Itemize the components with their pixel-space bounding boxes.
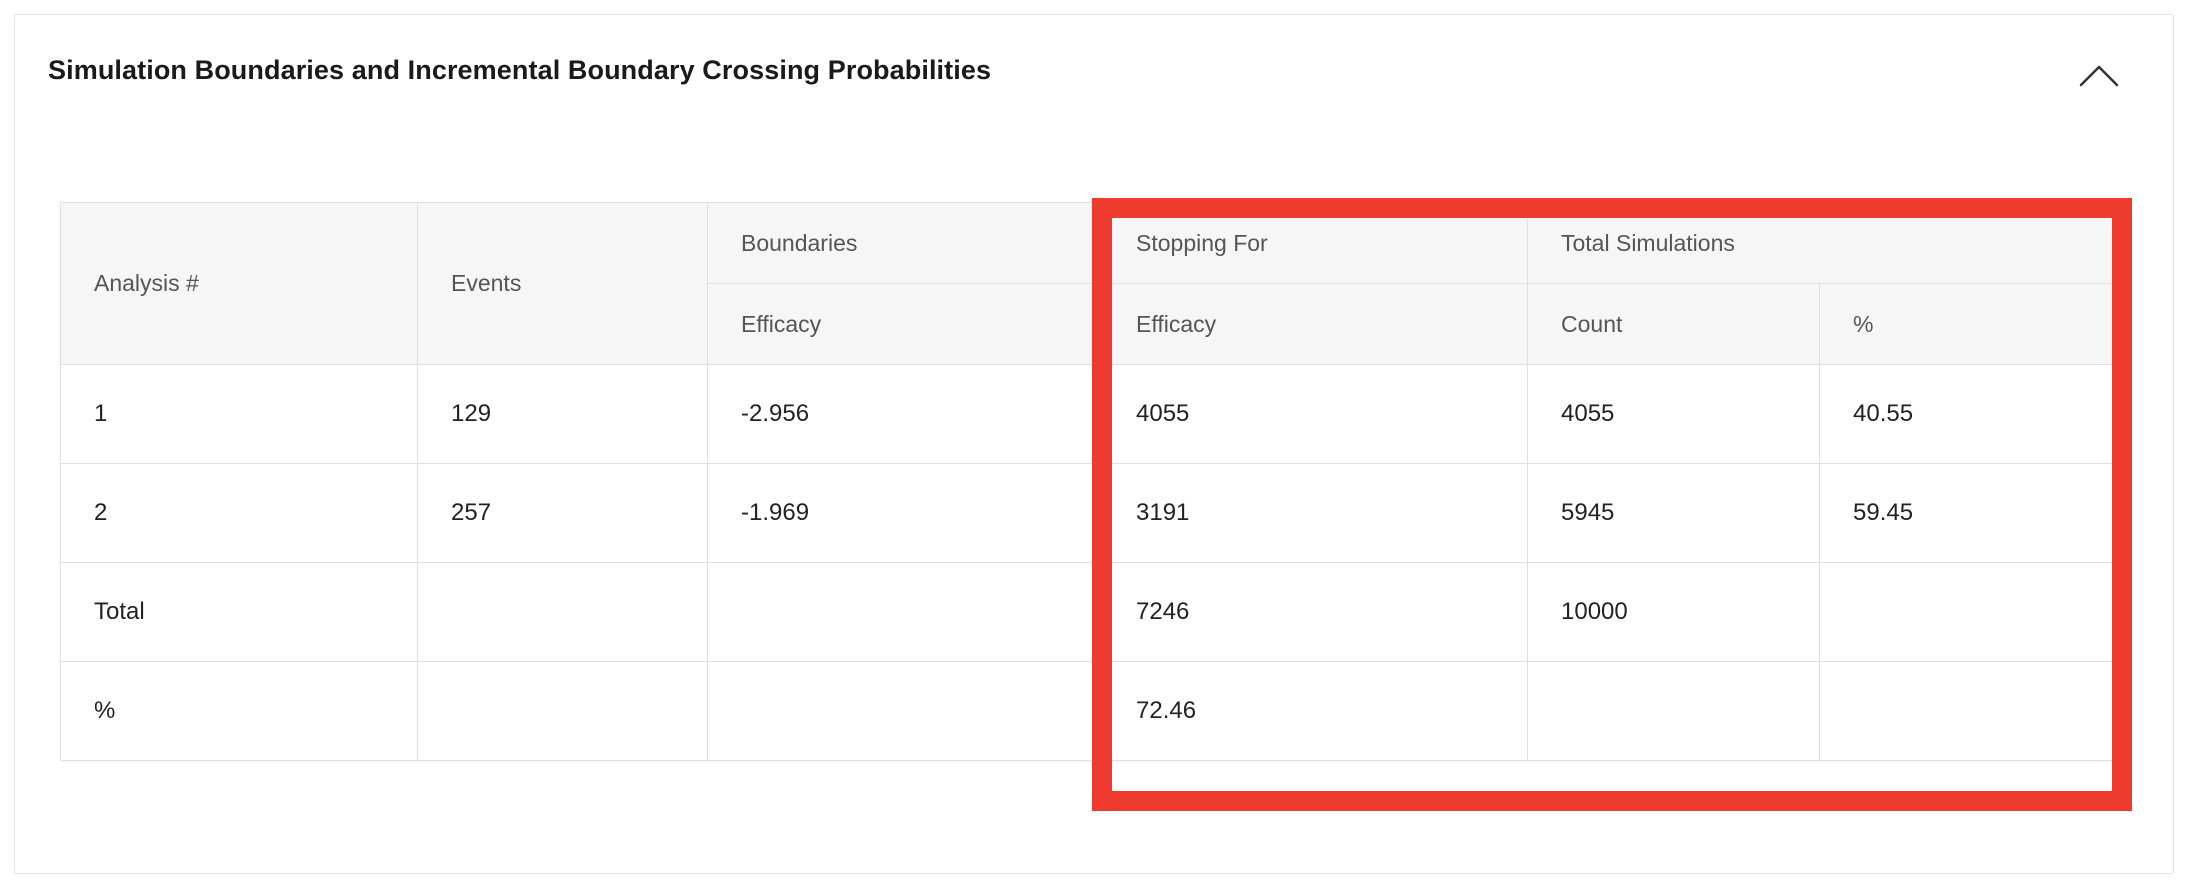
header-count: Count <box>1527 283 1820 365</box>
cell-events <box>417 562 708 662</box>
panel-title: Simulation Boundaries and Incremental Bo… <box>48 55 992 85</box>
table-row-percent: % 72.46 <box>60 661 2127 761</box>
cell-analysis: % <box>60 661 418 761</box>
simulation-table: Analysis # Events Boundaries Stopping Fo… <box>60 202 2127 761</box>
cell-boundary-efficacy: -1.969 <box>707 463 1103 563</box>
cell-count: 4055 <box>1527 364 1820 464</box>
header-total-simulations: Total Simulations <box>1526 202 2127 284</box>
cell-analysis: 1 <box>60 364 418 464</box>
header-stopping-efficacy: Efficacy <box>1102 283 1528 365</box>
cell-percent <box>1818 562 2127 662</box>
cell-events <box>417 661 708 761</box>
cell-boundary-efficacy <box>707 661 1103 761</box>
header-analysis: Analysis # <box>60 202 418 365</box>
header-percent: % <box>1818 283 2127 365</box>
panel-header[interactable]: Simulation Boundaries and Incremental Bo… <box>15 15 2173 125</box>
cell-percent: 40.55 <box>1818 364 2127 464</box>
header-row-top: Analysis # Events Boundaries Stopping Fo… <box>60 202 2127 365</box>
collapse-button[interactable] <box>2075 55 2123 95</box>
cell-stopping-efficacy: 4055 <box>1102 364 1528 464</box>
cell-boundary-efficacy: -2.956 <box>707 364 1103 464</box>
cell-count <box>1527 661 1820 761</box>
cell-events: 257 <box>417 463 708 563</box>
chevron-up-icon <box>2079 65 2119 87</box>
header-events: Events <box>417 202 708 365</box>
cell-percent <box>1818 661 2127 761</box>
cell-count: 5945 <box>1527 463 1820 563</box>
table-row-total: Total 7246 10000 <box>60 562 2127 662</box>
cell-boundary-efficacy <box>707 562 1103 662</box>
cell-percent: 59.45 <box>1818 463 2127 563</box>
header-stopping-for: Stopping For <box>1102 202 1528 284</box>
cell-stopping-efficacy: 7246 <box>1102 562 1528 662</box>
table-row: 2 257 -1.969 3191 5945 59.45 <box>60 463 2127 563</box>
cell-analysis: Total <box>60 562 418 662</box>
table-row: 1 129 -2.956 4055 4055 40.55 <box>60 364 2127 464</box>
header-boundaries-efficacy: Efficacy <box>707 283 1103 365</box>
cell-stopping-efficacy: 3191 <box>1102 463 1528 563</box>
header-boundaries: Boundaries <box>707 202 1103 284</box>
cell-count: 10000 <box>1527 562 1820 662</box>
cell-stopping-efficacy: 72.46 <box>1102 661 1528 761</box>
cell-events: 129 <box>417 364 708 464</box>
cell-analysis: 2 <box>60 463 418 563</box>
